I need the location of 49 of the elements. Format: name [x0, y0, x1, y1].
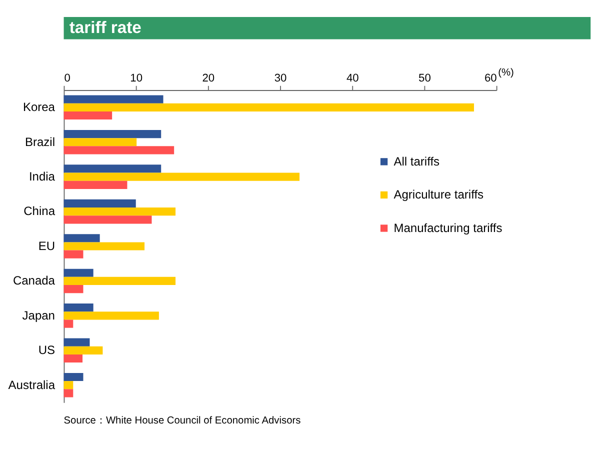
x-tick-label: 10 [130, 72, 142, 84]
x-tick-label: 0 [64, 72, 70, 84]
bar [64, 146, 174, 154]
x-tick-label: 40 [346, 72, 359, 84]
y-tick-label: China [24, 204, 56, 218]
y-tick-label: Canada [12, 274, 56, 288]
bar [64, 111, 112, 120]
bar [64, 95, 164, 104]
bar [64, 172, 300, 181]
bar [64, 207, 176, 216]
bar [64, 338, 90, 346]
bar [64, 180, 128, 189]
x-tick-label: 60 [484, 72, 497, 84]
bar [64, 103, 474, 112]
bar [64, 346, 103, 354]
bar [64, 138, 137, 146]
bar [64, 304, 94, 312]
x-tick-label: 50 [418, 72, 431, 84]
bar [64, 242, 145, 250]
chart-title: tariff rate [69, 18, 142, 37]
y-tick-label: Australia [8, 378, 56, 392]
y-tick-label: US [38, 343, 55, 358]
y-tick-label: India [28, 170, 56, 184]
y-tick-label: Japan [22, 308, 55, 322]
bar [64, 276, 176, 286]
bar [64, 354, 83, 363]
y-tick-label: EU [38, 238, 55, 253]
legend-label: Manufacturing tariffs [394, 220, 502, 235]
bar [64, 199, 136, 208]
bar [64, 216, 152, 224]
y-tick-label: Brazil [24, 134, 55, 149]
bar [64, 381, 74, 390]
y-tick-label: Korea [22, 100, 56, 114]
bar [64, 130, 162, 138]
bar [64, 372, 84, 382]
legend-label: All tariffs [394, 154, 440, 168]
bar [64, 250, 84, 258]
legend-label: Agriculture tariffs [394, 188, 484, 202]
x-tick-label: 20 [202, 72, 215, 84]
bar [64, 389, 74, 398]
x-tick-label: 30 [274, 72, 287, 84]
source-note: Source：White House Council of Economic Advisors [64, 416, 301, 427]
bar [64, 268, 94, 277]
x-axis-title: (%) [498, 68, 514, 79]
bar [64, 234, 100, 242]
bar [64, 320, 74, 328]
bar [64, 312, 159, 320]
bar [64, 285, 84, 294]
bar [64, 164, 162, 173]
